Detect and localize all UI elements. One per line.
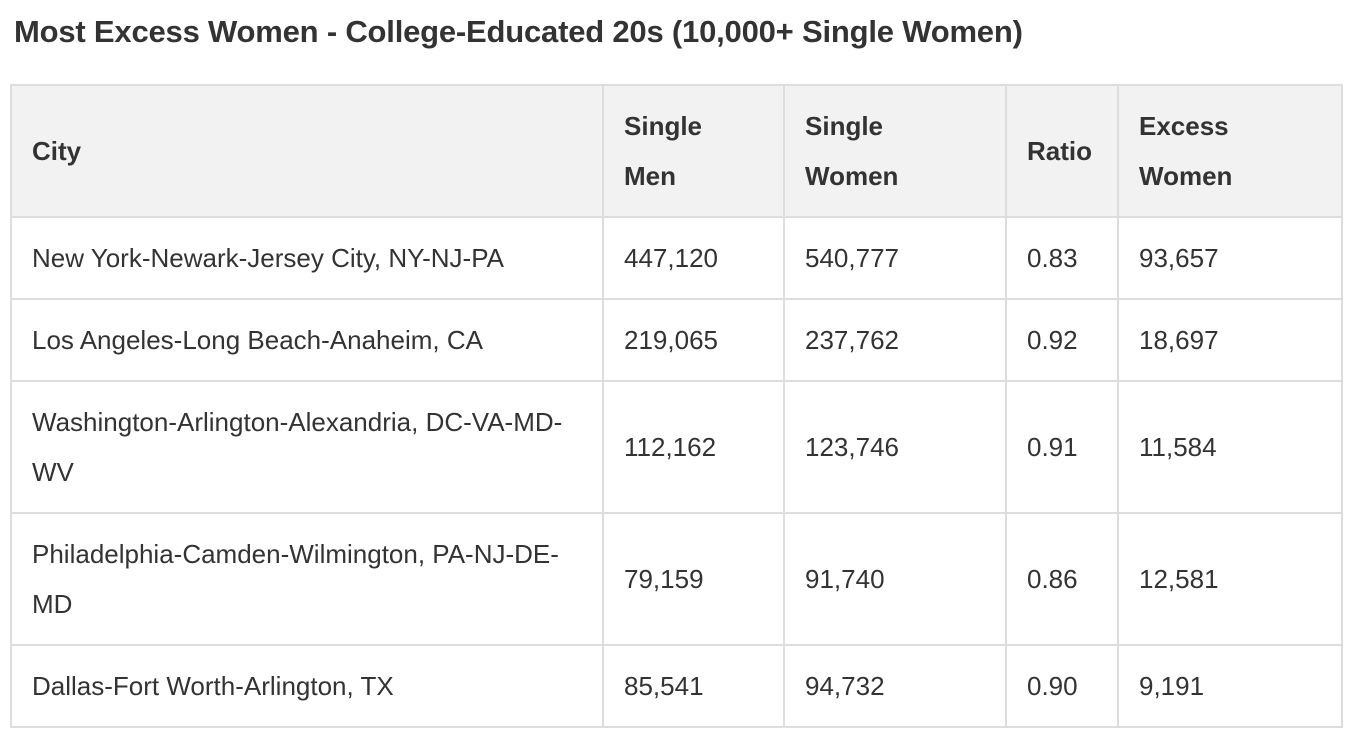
cell-single-men: 85,541 — [602, 644, 785, 728]
table-row: New York-Newark-Jersey City, NY-NJ-PA 44… — [10, 216, 1343, 300]
column-header-ratio: Ratio — [1005, 84, 1119, 218]
table-row: Dallas-Fort Worth-Arlington, TX 85,541 9… — [10, 644, 1343, 728]
cell-ratio: 0.91 — [1005, 380, 1119, 514]
cell-single-women: 540,777 — [783, 216, 1007, 300]
cell-ratio: 0.83 — [1005, 216, 1119, 300]
cell-single-women: 123,746 — [783, 380, 1007, 514]
cell-single-men: 447,120 — [602, 216, 785, 300]
table-header-row: City Single Men Single Women Ratio Exces… — [10, 84, 1343, 218]
column-header-single-men: Single Men — [602, 84, 785, 218]
table-row: Washington-Arlington-Alexandria, DC-VA-M… — [10, 380, 1343, 514]
cell-excess-women: 93,657 — [1117, 216, 1343, 300]
cell-city: New York-Newark-Jersey City, NY-NJ-PA — [10, 216, 604, 300]
cell-single-men: 79,159 — [602, 512, 785, 646]
cell-ratio: 0.92 — [1005, 298, 1119, 382]
cell-single-men: 219,065 — [602, 298, 785, 382]
cell-city: Philadelphia-Camden-Wilmington, PA-NJ-DE… — [10, 512, 604, 646]
cell-ratio: 0.90 — [1005, 644, 1119, 728]
excess-women-table: City Single Men Single Women Ratio Exces… — [10, 84, 1343, 728]
cell-single-women: 94,732 — [783, 644, 1007, 728]
cell-excess-women: 9,191 — [1117, 644, 1343, 728]
page-title: Most Excess Women - College-Educated 20s… — [14, 14, 1023, 49]
cell-single-women: 237,762 — [783, 298, 1007, 382]
column-header-city: City — [10, 84, 604, 218]
cell-city: Dallas-Fort Worth-Arlington, TX — [10, 644, 604, 728]
column-header-excess-women: Excess Women — [1117, 84, 1343, 218]
cell-city: Los Angeles-Long Beach-Anaheim, CA — [10, 298, 604, 382]
cell-excess-women: 12,581 — [1117, 512, 1343, 646]
cell-excess-women: 18,697 — [1117, 298, 1343, 382]
cell-single-women: 91,740 — [783, 512, 1007, 646]
table-row: Philadelphia-Camden-Wilmington, PA-NJ-DE… — [10, 512, 1343, 646]
cell-ratio: 0.86 — [1005, 512, 1119, 646]
cell-single-men: 112,162 — [602, 380, 785, 514]
cell-city: Washington-Arlington-Alexandria, DC-VA-M… — [10, 380, 604, 514]
table-row: Los Angeles-Long Beach-Anaheim, CA 219,0… — [10, 298, 1343, 382]
cell-excess-women: 11,584 — [1117, 380, 1343, 514]
column-header-single-women: Single Women — [783, 84, 1007, 218]
